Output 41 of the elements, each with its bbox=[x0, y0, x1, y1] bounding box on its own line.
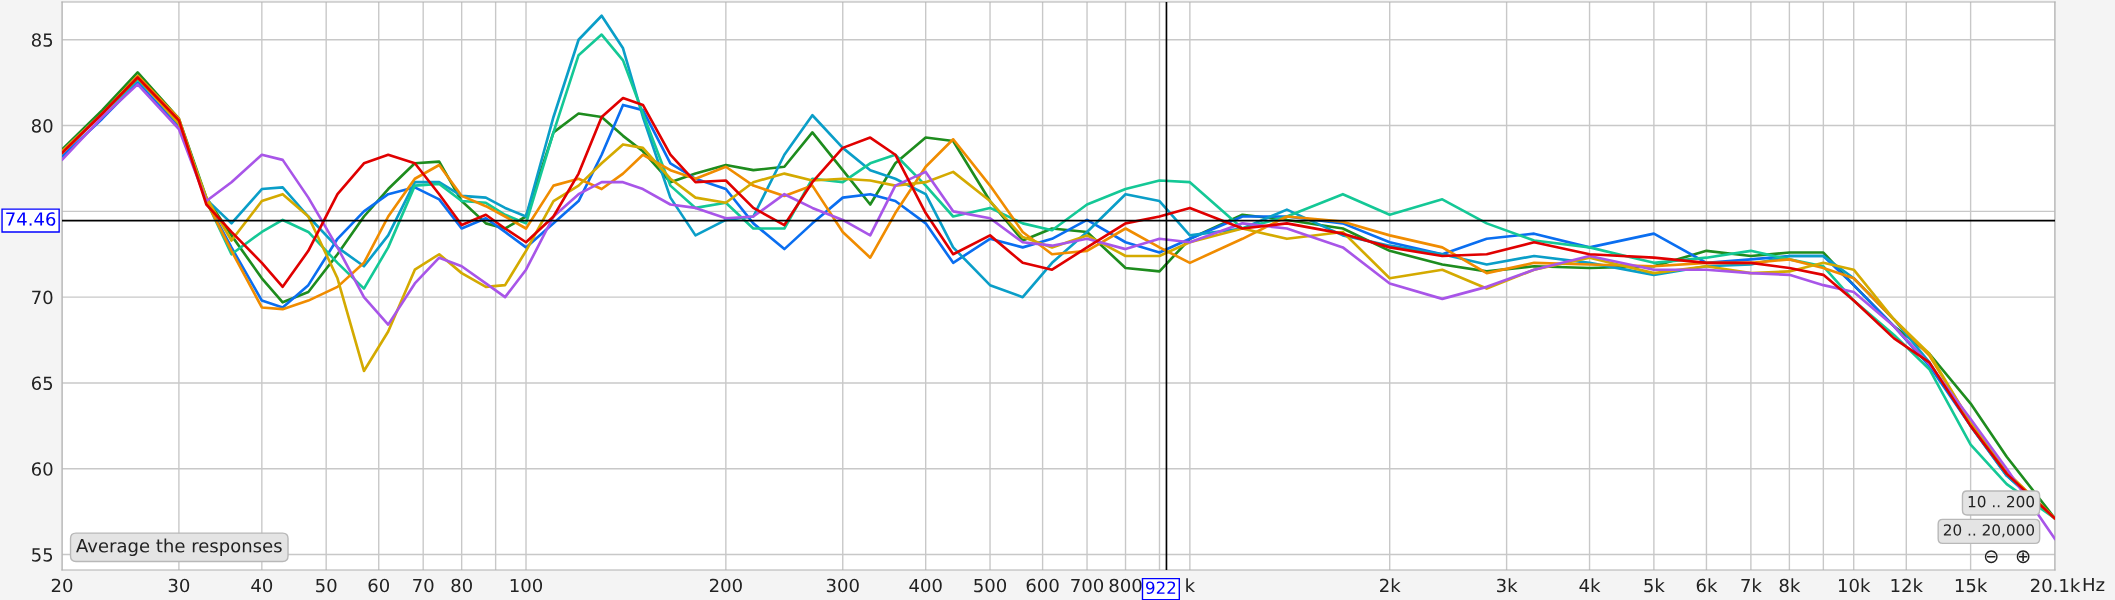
x-tick-label: 7k bbox=[1741, 578, 1762, 593]
x-tick-label: 10k bbox=[1838, 578, 1871, 593]
annotation: 10 .. 200 bbox=[1968, 495, 2035, 508]
annotation: ⊕ bbox=[2016, 550, 2030, 564]
y-tick-label: 85 bbox=[31, 33, 53, 47]
x-tick-label: 200 bbox=[709, 578, 742, 593]
x-tick-label: 50 bbox=[316, 578, 337, 593]
x-tick-label: k bbox=[1186, 578, 1196, 593]
x-tick-label: 60 bbox=[368, 578, 390, 593]
annotation: 20 .. 20,000 bbox=[1943, 524, 2035, 538]
y-tick-label: 70 bbox=[32, 290, 53, 305]
annotation: ⊖ bbox=[1984, 550, 1998, 564]
x-tick-label: 700 bbox=[1071, 578, 1104, 593]
x-tick-label: 80 bbox=[451, 578, 472, 593]
y-tick-label: 55 bbox=[32, 548, 53, 562]
x-tick-label: 4k bbox=[1579, 578, 1601, 593]
ref-line-label: 922 bbox=[1146, 581, 1176, 595]
x-axis-title: Hz bbox=[2083, 577, 2105, 592]
x-tick-label: 300 bbox=[826, 578, 859, 593]
x-tick-label: 3k bbox=[1497, 578, 1518, 593]
y-tick-label: 60 bbox=[31, 462, 53, 476]
x-tick-label: 40 bbox=[251, 578, 273, 593]
x-tick-label: 2k bbox=[1380, 578, 1401, 593]
x-tick-label: 8k bbox=[1779, 578, 1801, 593]
x-tick-label: 70 bbox=[413, 578, 434, 593]
annotation: Average the responses bbox=[76, 538, 282, 557]
x-tick-label: 800 bbox=[1109, 578, 1142, 593]
ref-line-label: 74.46 bbox=[6, 212, 56, 226]
x-tick-label: 5k bbox=[1644, 578, 1665, 593]
x-tick-label: 20.1k bbox=[2030, 578, 2081, 593]
x-tick-label: 15k bbox=[1955, 578, 1988, 593]
x-tick-label: 500 bbox=[974, 578, 1007, 593]
x-tick-label: 600 bbox=[1026, 578, 1059, 593]
x-tick-label: 400 bbox=[909, 578, 942, 593]
y-tick-label: 65 bbox=[31, 376, 53, 391]
x-tick-label: 100 bbox=[510, 578, 543, 593]
x-tick-label: 30 bbox=[168, 578, 190, 593]
y-tick-label: 80 bbox=[31, 119, 53, 133]
x-tick-label: 12k bbox=[1891, 578, 1923, 593]
x-tick-label: 20 bbox=[51, 578, 73, 593]
x-tick-label: 6k bbox=[1696, 578, 1718, 593]
